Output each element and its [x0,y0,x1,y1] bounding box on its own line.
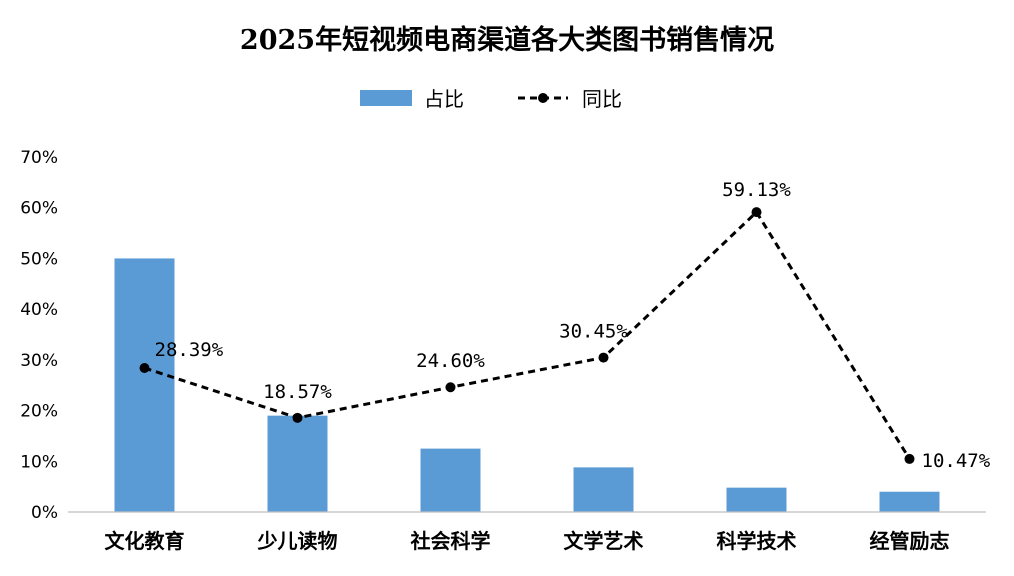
x-axis-ticks: 文化教育 少儿读物 社会科学 文学艺术 科学技术 经管励志 [105,529,950,553]
y-tick-label: 10% [20,452,58,472]
bar [114,258,175,512]
y-tick-label: 60% [20,199,58,219]
bar [420,448,481,512]
line-data-label: 28.39% [155,339,224,361]
line-path [144,209,911,460]
legend: 占比 同比 [360,87,622,111]
line-marker [445,382,456,393]
line-marker [904,453,915,464]
x-tick-label: 文化教育 [105,529,185,553]
line-marker [751,207,762,218]
x-tick-label: 少儿读物 [257,529,338,553]
y-tick-label: 40% [20,300,58,320]
line-data-label: 30.45% [559,321,628,343]
bar [879,491,940,512]
legend-label-bar: 占比 [424,87,464,111]
bar [267,415,328,512]
legend-label-line: 同比 [582,87,622,111]
line-data-label: 59.13% [722,179,791,201]
y-tick-label: 0% [31,503,58,523]
y-tick-label: 50% [20,249,58,269]
legend-swatch-marker [538,93,548,103]
x-tick-label: 社会科学 [410,529,491,553]
bar [726,487,787,512]
line-data-label: 24.60% [416,350,485,372]
line-marker [292,412,303,423]
y-tick-label: 70% [20,148,58,168]
chart-title: 2025年短视频电商渠道各大类图书销售情况 [240,24,774,56]
line-marker [139,363,150,374]
line-data-labels: 28.39% 18.57% 24.60% 30.45% 59.13% 10.47% [155,179,991,472]
bar-series [114,258,940,512]
x-tick-label: 经管励志 [870,529,950,553]
y-tick-label: 30% [20,351,58,371]
x-tick-label: 文学艺术 [564,529,644,553]
x-tick-label: 科学技术 [717,529,797,553]
line-data-label: 10.47% [922,450,991,472]
legend-swatch-bar [360,90,412,106]
line-marker [598,352,609,363]
line-data-label: 18.57% [263,381,332,403]
y-axis-ticks: 0% 10% 20% 30% 40% 50% 60% 70% [20,148,58,523]
line-series [139,207,915,464]
bar [573,467,634,512]
y-tick-label: 20% [20,402,58,422]
